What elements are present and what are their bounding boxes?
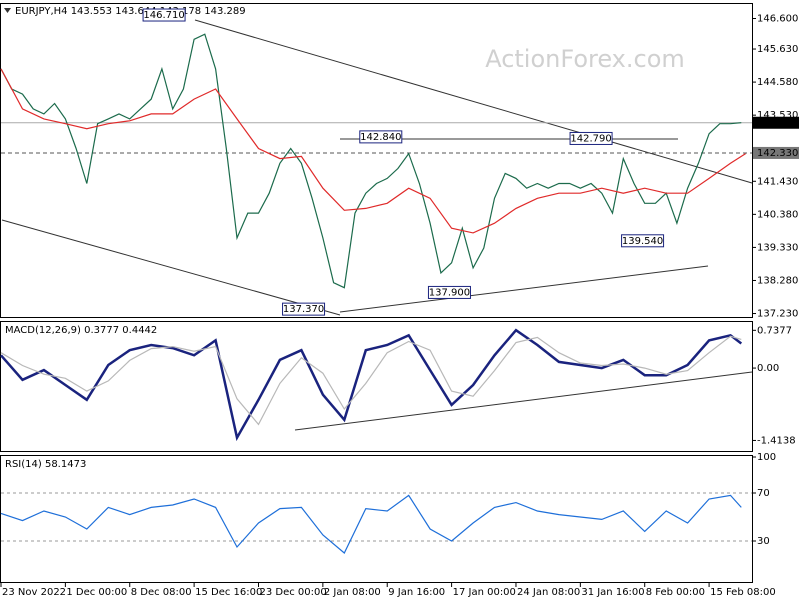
annotation-box <box>282 302 326 316</box>
trendline <box>339 265 709 313</box>
macd-pane-frame <box>0 321 753 452</box>
annotation-label: 142.790 <box>570 133 611 144</box>
series-line <box>0 33 742 289</box>
annotation-label: 146.710 <box>143 10 184 21</box>
watermark: ActionForex.com <box>485 45 685 73</box>
x-tick-label: 1 Dec 00:00 <box>66 587 127 598</box>
x-tick-label: 17 Jan 00:00 <box>453 587 516 598</box>
price-label-box <box>753 146 799 159</box>
annotation-label: 139.540 <box>622 236 663 247</box>
annotation-box <box>427 285 471 299</box>
y-tick-label: -1.4138 <box>757 435 796 446</box>
trendline <box>294 371 753 431</box>
trendline <box>1 219 341 316</box>
y-tick-label: 140.380 <box>757 209 798 220</box>
annotation-box <box>359 130 403 144</box>
annotation-label: 137.900 <box>429 287 470 298</box>
y-tick-label: 30 <box>757 536 770 547</box>
y-tick-label: 145.630 <box>757 44 798 55</box>
price-label: 143.289 <box>757 118 798 129</box>
macd-title: MACD(12,26,9) 0.3777 0.4442 <box>5 325 157 336</box>
x-tick-label: 8 Feb 00:00 <box>646 587 705 598</box>
y-tick-label: 100 <box>757 452 776 463</box>
y-tick-label: 139.330 <box>757 242 798 253</box>
annotation-label: 137.370 <box>283 304 324 315</box>
x-tick-label: 31 Jan 16:00 <box>581 587 644 598</box>
chart-title: EURJPY,H4 143.553 143.644 143.178 143.28… <box>15 6 246 17</box>
series-line <box>0 328 743 442</box>
y-tick-label: 0.7377 <box>757 325 792 336</box>
rsi-title: RSI(14) 58.1473 <box>5 459 86 470</box>
price-label-box <box>753 116 799 129</box>
x-tick-label: 15 Feb 08:00 <box>710 587 776 598</box>
annotation-label: 142.840 <box>360 132 401 143</box>
menu-arrow <box>4 8 11 13</box>
x-tick-label: 15 Dec 16:00 <box>195 587 262 598</box>
x-tick-label: 23 Dec 00:00 <box>259 587 326 598</box>
x-tick-label: 2 Jan 08:00 <box>324 587 381 598</box>
annotation-box <box>621 234 665 248</box>
price-pane-frame <box>0 3 753 318</box>
y-tick-label: 143.530 <box>757 110 798 121</box>
annotation-box <box>142 8 186 22</box>
y-tick-label: 0.00 <box>757 363 779 374</box>
series-line <box>0 335 742 426</box>
series-line <box>0 68 746 234</box>
y-tick-label: 138.280 <box>757 275 798 286</box>
x-tick-label: 23 Nov 2022 <box>2 587 66 598</box>
rsi-pane-frame <box>0 455 753 583</box>
series-line <box>0 494 742 554</box>
price-label: 142.330 <box>757 148 798 159</box>
y-tick-label: 70 <box>757 488 770 499</box>
y-tick-label: 141.430 <box>757 176 798 187</box>
y-tick-label: 144.580 <box>757 77 798 88</box>
trendline <box>194 19 753 184</box>
annotation-box <box>569 131 613 145</box>
x-tick-label: 9 Jan 16:00 <box>388 587 445 598</box>
y-tick-label: 137.230 <box>757 309 798 320</box>
x-tick-label: 24 Jan 08:00 <box>517 587 580 598</box>
x-tick-label: 8 Dec 08:00 <box>131 587 192 598</box>
y-tick-label: 146.600 <box>757 13 798 24</box>
